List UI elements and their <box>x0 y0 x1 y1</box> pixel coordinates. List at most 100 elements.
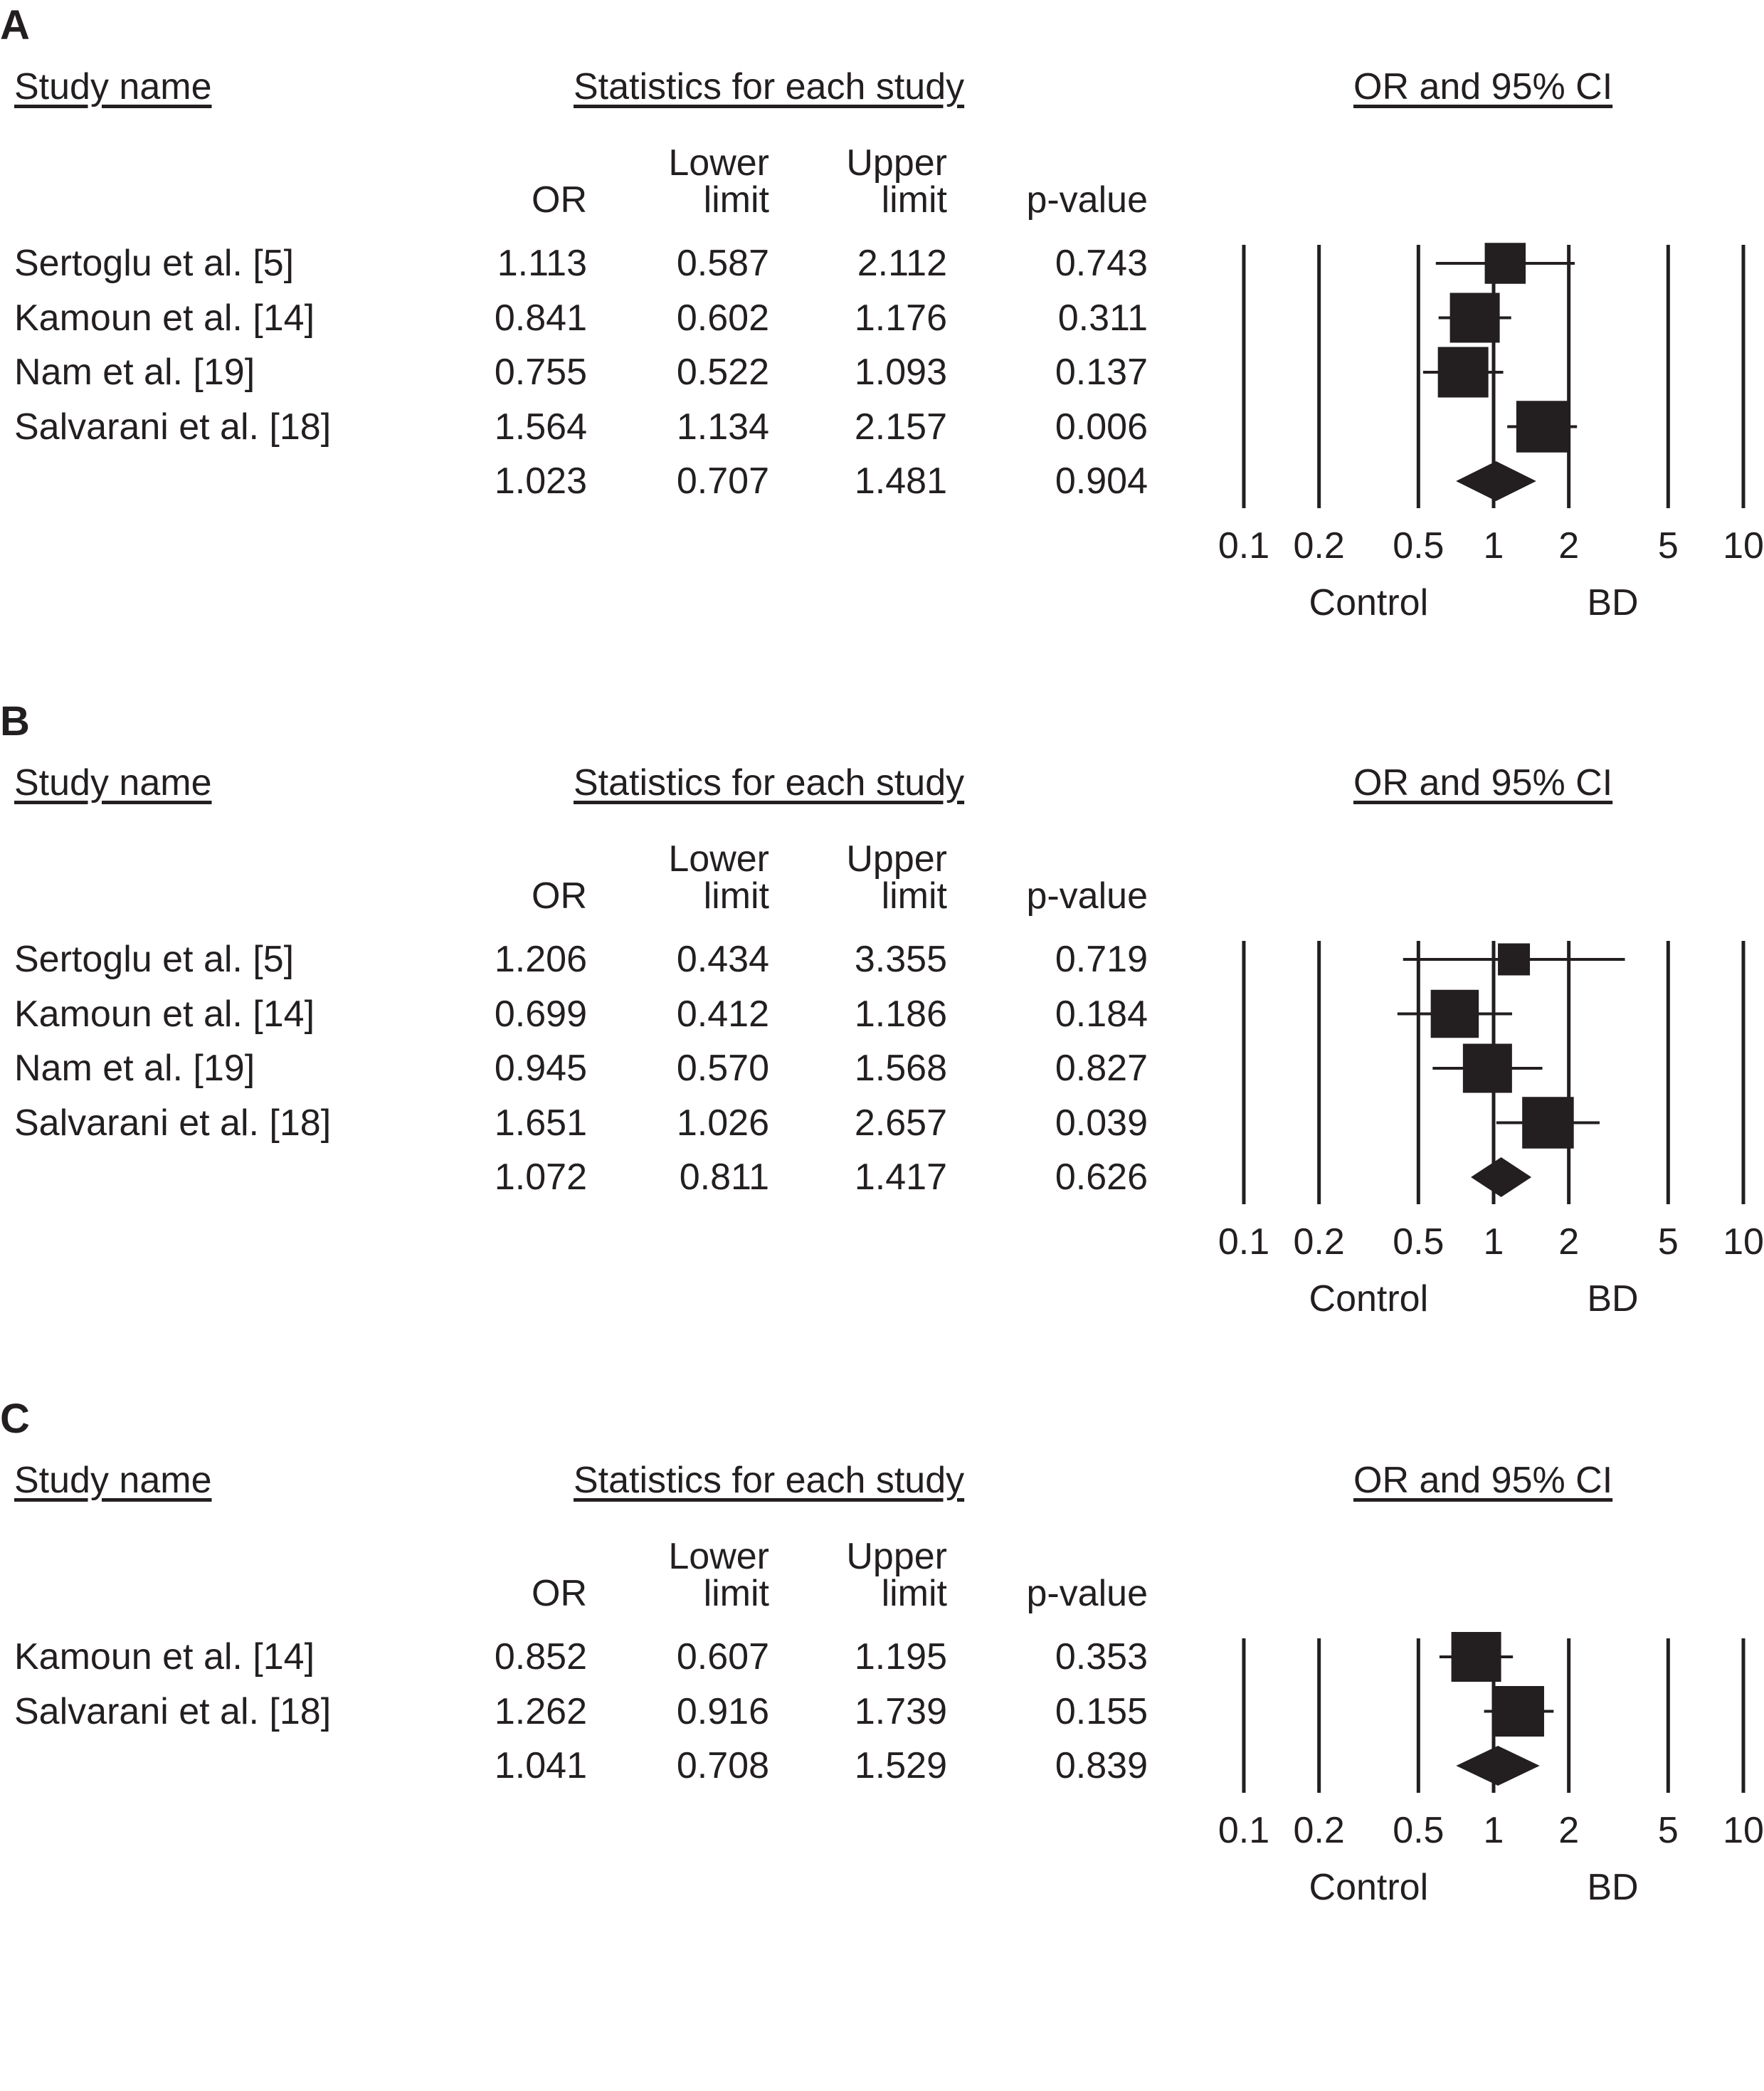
favours-left-label: Control <box>1309 1867 1429 1908</box>
upper-limit-cell: 1.186 <box>854 993 947 1035</box>
p-value-cell: 0.311 <box>1057 297 1148 339</box>
lower-column-header-1: Lower <box>668 142 769 184</box>
study-name-cell: Kamoun et al. [14] <box>14 1636 315 1677</box>
upper-limit-cell: 1.568 <box>854 1048 947 1089</box>
lower-limit-cell: 0.602 <box>676 297 769 339</box>
or-cell: 1.651 <box>494 1102 587 1144</box>
favours-left-label: Control <box>1309 1278 1429 1320</box>
lower-limit-cell: 0.587 <box>676 243 769 284</box>
study-name-cell: Kamoun et al. [14] <box>14 993 315 1035</box>
upper-column-header-1: Upper <box>846 142 947 184</box>
summary-lower-limit-cell: 0.708 <box>676 1745 769 1786</box>
or-column-header: OR <box>532 875 587 917</box>
p-value-cell: 0.184 <box>1055 993 1148 1035</box>
or-cell: 1.206 <box>494 939 587 980</box>
effect-square <box>1484 243 1526 284</box>
summary-p-value-cell: 0.626 <box>1055 1157 1148 1198</box>
panel-label: B <box>0 698 30 744</box>
study-name-header: Study name <box>14 1460 212 1501</box>
x-tick-label: 5 <box>1658 1221 1679 1263</box>
summary-upper-limit-cell: 1.529 <box>854 1745 947 1786</box>
lower-limit-cell: 0.412 <box>676 993 769 1035</box>
effect-square <box>1516 401 1568 453</box>
summary-or-cell: 1.023 <box>494 460 587 502</box>
effect-square <box>1437 347 1489 398</box>
stats-header: Statistics for each study <box>574 1460 965 1501</box>
x-tick-label: 0.2 <box>1294 1810 1345 1851</box>
x-tick-label: 5 <box>1658 1810 1679 1851</box>
or-cell: 0.755 <box>494 352 587 393</box>
x-tick-label: 10 <box>1723 525 1764 567</box>
lower-limit-cell: 0.522 <box>676 352 769 393</box>
or-cell: 0.852 <box>494 1636 587 1677</box>
summary-lower-limit-cell: 0.811 <box>679 1157 769 1198</box>
p-value-cell: 0.743 <box>1055 243 1148 284</box>
or-column-header: OR <box>532 179 587 221</box>
p-column-header: p-value <box>1026 1573 1148 1614</box>
upper-limit-cell: 1.176 <box>854 297 947 339</box>
x-tick-label: 0.2 <box>1294 525 1345 567</box>
effect-square <box>1462 1043 1512 1093</box>
summary-or-cell: 1.041 <box>494 1745 587 1786</box>
or-cell: 0.945 <box>494 1048 587 1089</box>
upper-limit-cell: 1.195 <box>854 1636 947 1677</box>
x-tick-label: 2 <box>1558 1221 1579 1263</box>
x-tick-label: 1 <box>1484 525 1504 567</box>
lower-limit-cell: 1.026 <box>676 1102 769 1144</box>
lower-column-header-2: limit <box>703 1573 769 1614</box>
forest-plots: 0.1 0.2 0.5 1 2 5 10 Control BD 0.1 0.2 0.5 1 2 5 10 Con… <box>1218 243 1764 1908</box>
effect-square <box>1430 989 1479 1038</box>
upper-limit-cell: 2.657 <box>854 1102 947 1144</box>
upper-column-header-2: limit <box>881 179 947 221</box>
lower-limit-cell: 1.134 <box>676 406 769 448</box>
favours-left-label: Control <box>1309 582 1429 623</box>
stats-header: Statistics for each study <box>574 762 965 804</box>
x-tick-label: 0.5 <box>1393 1810 1444 1851</box>
lower-limit-cell: 0.916 <box>676 1690 769 1732</box>
or-cell: 0.841 <box>494 297 587 339</box>
effect-square <box>1451 1632 1501 1682</box>
p-value-cell: 0.155 <box>1055 1690 1148 1732</box>
p-column-header: p-value <box>1026 875 1148 917</box>
x-tick-label: 0.5 <box>1393 525 1444 567</box>
plot-header: OR and 95% CI <box>1353 762 1613 804</box>
upper-limit-cell: 1.739 <box>854 1690 947 1732</box>
favours-right-label: BD <box>1587 1867 1638 1908</box>
summary-diamond <box>1471 1157 1532 1197</box>
summary-upper-limit-cell: 1.417 <box>854 1157 947 1198</box>
lower-column-header-1: Lower <box>668 1536 769 1577</box>
summary-diamond <box>1456 461 1536 501</box>
panel-a: A Study name Statistics for each study O… <box>0 0 1764 697</box>
or-cell: 1.564 <box>494 406 587 448</box>
effect-square <box>1449 293 1500 343</box>
lower-column-header-2: limit <box>703 179 769 221</box>
x-tick-label: 1 <box>1484 1810 1504 1851</box>
stats-header: Statistics for each study <box>574 66 965 107</box>
study-name-header: Study name <box>14 66 212 107</box>
summary-diamond <box>1456 1746 1540 1786</box>
upper-limit-cell: 2.157 <box>854 406 947 448</box>
lower-column-header-1: Lower <box>668 838 769 880</box>
study-name-cell: Kamoun et al. [14] <box>14 297 315 339</box>
p-value-cell: 0.137 <box>1055 352 1148 393</box>
or-cell: 1.262 <box>494 1690 587 1732</box>
x-tick-label: 1 <box>1484 1221 1504 1263</box>
lower-limit-cell: 0.570 <box>676 1048 769 1089</box>
summary-upper-limit-cell: 1.481 <box>854 460 947 502</box>
or-cell: 1.113 <box>497 243 587 284</box>
x-tick-label: 10 <box>1723 1221 1764 1263</box>
study-name-cell: Nam et al. [19] <box>14 1048 255 1089</box>
study-name-cell: Salvarani et al. [18] <box>14 1102 332 1144</box>
summary-p-value-cell: 0.839 <box>1055 1745 1148 1786</box>
favours-right-label: BD <box>1587 582 1638 623</box>
x-tick-label: 2 <box>1558 525 1579 567</box>
or-cell: 0.699 <box>494 993 587 1035</box>
panel-b: B Study name Statistics for each study O… <box>0 696 1764 1394</box>
lower-column-header-2: limit <box>703 875 769 917</box>
upper-column-header-1: Upper <box>846 838 947 880</box>
study-name-cell: Sertoglu et al. [5] <box>14 243 295 284</box>
x-tick-label: 0.1 <box>1218 1221 1269 1263</box>
study-name-cell: Sertoglu et al. [5] <box>14 939 295 980</box>
upper-limit-cell: 3.355 <box>854 939 947 980</box>
panel-c: C Study name Statistics for each study O… <box>0 1394 1764 2091</box>
